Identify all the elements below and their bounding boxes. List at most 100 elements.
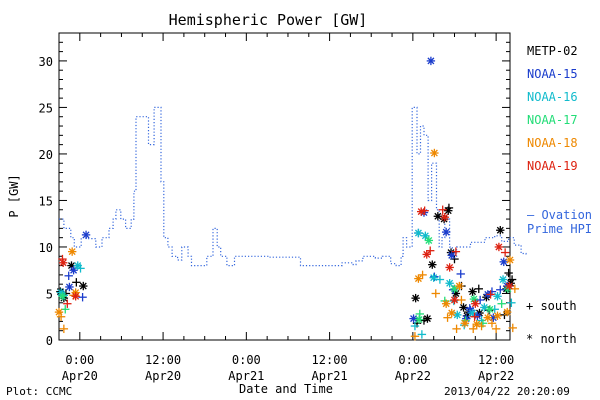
star-stroke xyxy=(455,282,463,290)
metp-02-north-point xyxy=(459,303,468,312)
metp-02-north-point xyxy=(468,287,477,296)
ovation-label: — Ovation Prime HPI xyxy=(527,208,592,236)
metp-02-north-point xyxy=(423,314,432,323)
legend-entry-noaa-17: NOAA-17 xyxy=(527,113,578,127)
noaa-19-south-point xyxy=(451,247,461,256)
noaa-19-south-point xyxy=(438,205,447,214)
noaa-17-south-point xyxy=(61,305,70,314)
star-stroke xyxy=(495,243,503,251)
legend-entry-noaa-16: NOAA-16 xyxy=(527,90,578,104)
noaa-16-north-point xyxy=(480,303,489,312)
noaa-16-south-point xyxy=(507,298,516,307)
noaa-19-south-point xyxy=(486,290,495,299)
noaa-15-south-point xyxy=(496,285,505,294)
marker-legend-south: + south xyxy=(526,299,577,313)
noaa-18-north-point xyxy=(67,247,77,256)
y-tick-label: 0 xyxy=(46,334,53,348)
noaa-19-north-point xyxy=(505,281,514,291)
noaa-16-north-point xyxy=(493,292,502,301)
plot-timestamp: 2013/04/22 20:20:09 xyxy=(444,385,570,398)
noaa-18-north-point xyxy=(447,308,456,318)
plot-frame xyxy=(58,32,511,341)
star-stroke xyxy=(484,314,492,322)
legend-entry-metp-02: METP-02 xyxy=(527,44,578,58)
star-stroke xyxy=(500,258,508,266)
legend-entry-noaa-18: NOAA-18 xyxy=(527,136,578,150)
noaa-15-north-point xyxy=(409,314,418,323)
star-stroke xyxy=(451,296,458,304)
y-tick-label: 15 xyxy=(39,194,53,208)
star-stroke xyxy=(68,262,75,270)
y-axis-label: P [GW] xyxy=(7,174,21,217)
noaa-17-north-point xyxy=(58,292,67,301)
noaa-16-north-point xyxy=(445,279,454,288)
noaa-18-north-point xyxy=(505,255,515,265)
noaa-17-north-point xyxy=(414,315,424,324)
markers-layer xyxy=(54,56,520,341)
noaa-18-north-point xyxy=(503,307,512,317)
y-tick-label: 10 xyxy=(39,241,53,255)
star-stroke xyxy=(417,208,425,216)
x-tick-time-label: 12:00 xyxy=(145,353,181,367)
star-stroke xyxy=(494,312,501,320)
legend-entry-noaa-19: NOAA-19 xyxy=(527,159,578,173)
metp-02-north-point xyxy=(444,206,453,215)
y-tick-label: 25 xyxy=(39,101,53,115)
ovation-label-line2: Prime HPI xyxy=(527,222,592,236)
marker-legend: + south * north xyxy=(526,299,577,346)
star-stroke xyxy=(414,275,422,283)
metp-02-north-point xyxy=(428,260,437,269)
star-stroke xyxy=(473,312,481,320)
noaa-16-north-point xyxy=(498,275,508,284)
plot-area: 0 5 10 15 20 25 30 0:00 Apr20 12:00 Apr20 0:00 Apr2… xyxy=(39,32,527,383)
star-stroke xyxy=(451,285,458,293)
star-stroke xyxy=(448,251,456,259)
star-stroke xyxy=(503,308,511,316)
noaa-15-north-point xyxy=(447,251,456,260)
star-stroke xyxy=(57,289,65,297)
marker-legend-north: * north xyxy=(526,332,577,346)
star-stroke xyxy=(446,279,454,287)
noaa-19-north-point xyxy=(416,207,426,216)
noaa-19-south-point xyxy=(426,246,435,255)
metp-02-south-point xyxy=(504,268,513,278)
metp-02-south-point xyxy=(474,284,483,294)
star-stroke xyxy=(494,292,501,300)
x-tick-time-label: 0:00 xyxy=(398,353,427,367)
noaa-19-north-point xyxy=(71,292,80,301)
x-tick-time-label: 12:00 xyxy=(312,353,348,367)
noaa-18-south-point xyxy=(410,332,420,341)
metp-02-south-point xyxy=(419,316,429,325)
star-stroke xyxy=(473,320,481,328)
noaa-19-north-point xyxy=(471,299,480,308)
x-tick-time-label: 12:00 xyxy=(478,353,514,367)
x-tick-date-label: Apr21 xyxy=(228,369,264,383)
star-stroke xyxy=(428,261,436,269)
noaa-18-south-point xyxy=(452,324,461,334)
noaa-18-south-point xyxy=(418,270,427,280)
legend: METP-02 NOAA-15 NOAA-16 NOAA-17 NOAA-18 NOAA-… xyxy=(527,44,578,173)
x-axis-label: Date and Time xyxy=(239,382,333,396)
plot-credit: Plot: CCMC xyxy=(6,385,72,398)
x-axis-ticks: 0:00 Apr20 12:00 Apr20 0:00 Apr21 12:00 Apr21 0:… xyxy=(58,33,514,383)
noaa-19-south-point xyxy=(63,299,72,308)
x-tick-time-label: 0:00 xyxy=(232,353,261,367)
noaa-17-south-point xyxy=(497,299,506,308)
noaa-19-north-point xyxy=(422,250,431,259)
noaa-17-north-point xyxy=(485,305,495,314)
metp-02-north-point xyxy=(79,281,88,291)
star-stroke xyxy=(434,212,442,220)
star-stroke xyxy=(82,231,90,239)
star-stroke xyxy=(499,276,507,284)
star-stroke xyxy=(65,283,73,291)
noaa-16-north-point xyxy=(429,273,438,282)
noaa-17-south-point xyxy=(415,309,424,319)
noaa-18-south-point xyxy=(491,324,501,334)
star-stroke xyxy=(442,228,450,236)
star-stroke xyxy=(460,303,467,311)
metp-02-north-point xyxy=(433,212,443,221)
star-stroke xyxy=(469,309,477,317)
noaa-16-north-point xyxy=(73,261,82,270)
star-stroke xyxy=(423,250,431,258)
star-stroke xyxy=(486,305,494,313)
